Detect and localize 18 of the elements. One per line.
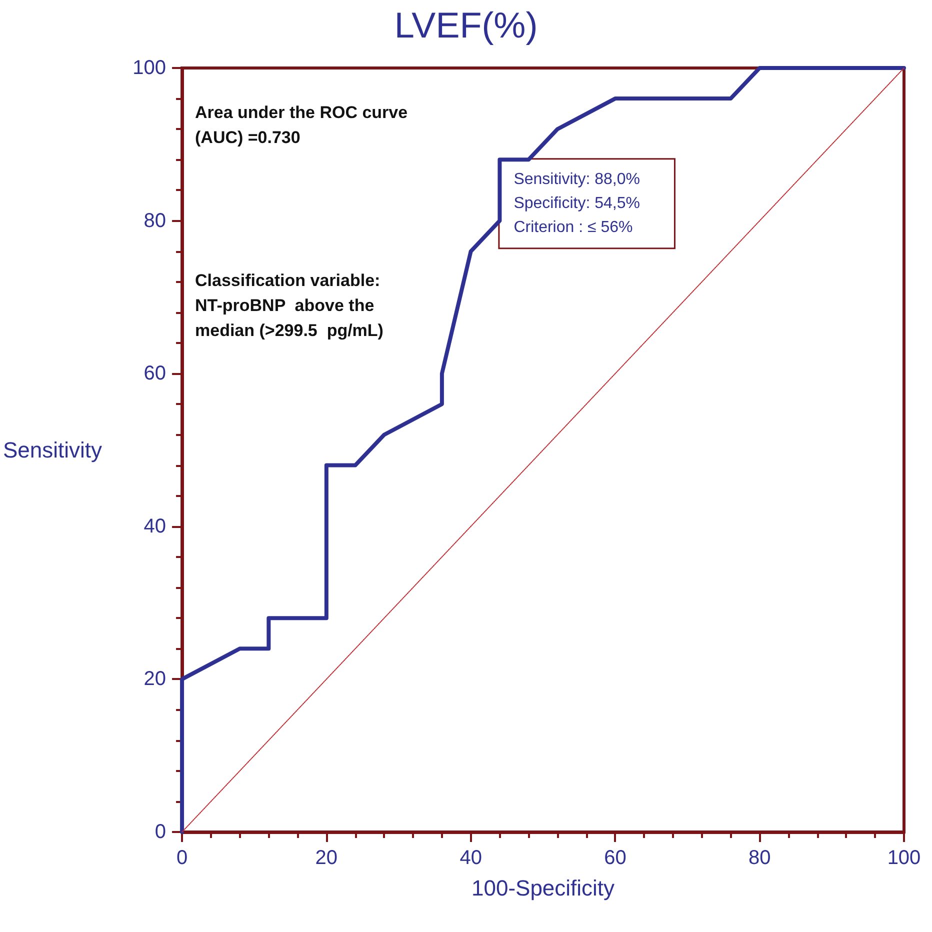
y-tick-label: 20	[144, 668, 166, 690]
y-axis-title: Sensitivity	[2, 438, 102, 462]
chart-title: LVEF(%)	[394, 4, 538, 46]
x-tick-label: 100	[887, 847, 921, 869]
x-tick-label: 60	[604, 847, 626, 869]
y-tick-label: 80	[144, 210, 166, 232]
y-tick-label: 100	[132, 57, 166, 79]
y-tick-label: 60	[144, 362, 166, 385]
annotation: Sensitivity: 88,0% Specificity: 54,5% Criterion : ≤ 56%	[514, 171, 640, 236]
x-tick-label: 0	[176, 847, 188, 869]
x-tick-label: 40	[460, 847, 482, 869]
y-tick-label: 40	[144, 515, 166, 538]
annotation: Classification variable: NT-proBNP above the median (>299.5 pg/mL)	[195, 271, 384, 340]
x-tick-label: 80	[748, 847, 771, 869]
annotation: Area under the ROC curve (AUC) =0.730	[195, 103, 408, 147]
x-tick-label: 20	[315, 847, 338, 869]
y-tick-label: 0	[154, 821, 166, 843]
x-axis-title: 100-Specificity	[471, 876, 615, 900]
